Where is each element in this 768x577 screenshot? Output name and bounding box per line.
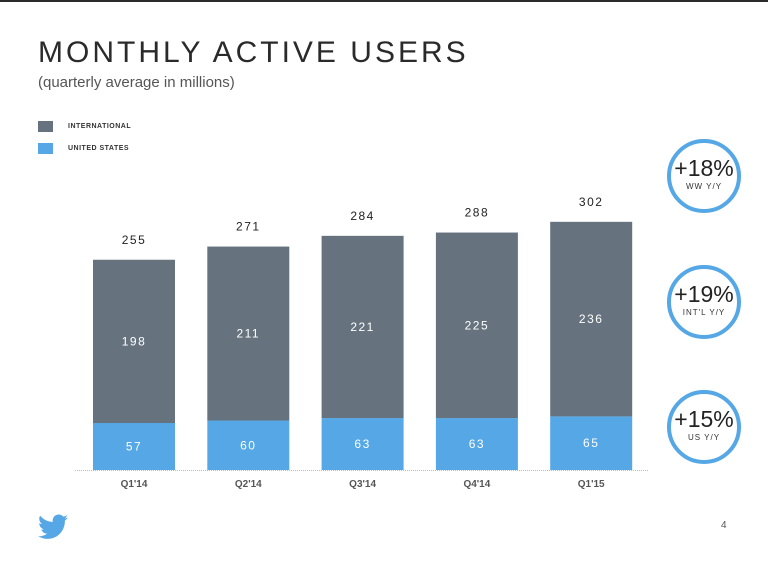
bar-segment-united-states (550, 416, 633, 470)
badge-value: +18% (674, 155, 734, 181)
bar-segment-united-states (321, 418, 404, 470)
data-label-united-states: 60 (240, 438, 256, 452)
data-label-international: 225 (465, 318, 490, 332)
bar-segment-united-states (207, 420, 290, 470)
data-label-united-states: 63 (469, 437, 485, 451)
legend: INTERNATIONAL UNITED STATES (38, 115, 131, 159)
page-subtitle: (quarterly average in millions) (38, 74, 235, 91)
bar-segment-international (93, 259, 175, 424)
badge-value: +19% (674, 281, 734, 307)
legend-swatch-united-states (38, 142, 53, 154)
data-label-total: 284 (350, 209, 375, 223)
data-label-international: 221 (350, 320, 375, 334)
legend-item-united-states: UNITED STATES (38, 137, 131, 159)
badge-label: WW Y/Y (685, 182, 723, 191)
top-rule (0, 0, 768, 2)
legend-label: UNITED STATES (68, 144, 130, 152)
legend-swatch-international (38, 120, 53, 132)
bar-segment-international (321, 235, 404, 419)
x-tick-label: Q4'14 (463, 479, 490, 490)
data-label-united-states: 57 (126, 440, 142, 454)
bar-segment-united-states (435, 418, 518, 470)
data-label-total: 302 (579, 195, 604, 209)
data-label-international: 236 (579, 312, 604, 326)
badge-intl-growth: +19% INT'L Y/Y (667, 265, 741, 339)
x-tick-label: Q1'15 (578, 479, 605, 490)
bar-segment-united-states (93, 423, 175, 470)
badge-ww-growth: +18% WW Y/Y (667, 139, 741, 213)
data-label-international: 211 (236, 327, 260, 341)
legend-item-international: INTERNATIONAL (38, 115, 131, 137)
legend-label: INTERNATIONAL (68, 122, 132, 130)
twitter-bird-icon (38, 514, 68, 539)
badge-label: INT'L Y/Y (682, 308, 726, 317)
badge-us-growth: +15% US Y/Y (667, 390, 741, 464)
data-label-united-states: 65 (583, 436, 599, 450)
data-label-total: 271 (236, 220, 261, 234)
x-tick-label: Q1'14 (121, 479, 148, 490)
data-label-international: 198 (122, 334, 147, 348)
x-tick-label: Q2'14 (235, 479, 262, 490)
data-label-total: 255 (122, 233, 147, 247)
badge-value: +15% (674, 406, 734, 432)
data-label-total: 288 (465, 206, 490, 220)
bar-segment-international (550, 221, 633, 417)
badge-label: US Y/Y (687, 433, 721, 442)
page-title: MONTHLY ACTIVE USERS (38, 36, 469, 69)
data-label-united-states: 63 (354, 437, 370, 451)
page-number: 4 (721, 520, 727, 531)
bar-segment-international (207, 246, 290, 421)
bar-segment-international (435, 232, 518, 419)
x-tick-label: Q3'14 (349, 479, 376, 490)
